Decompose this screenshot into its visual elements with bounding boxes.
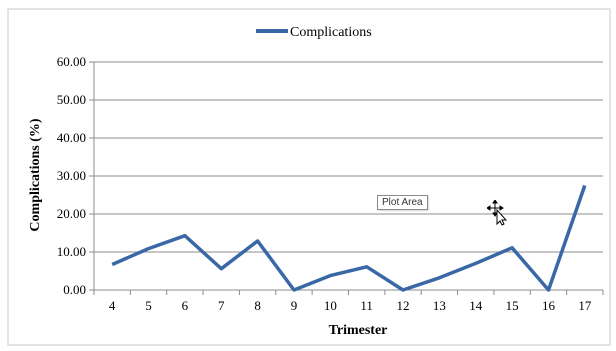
x-tick-label: 10	[324, 298, 337, 313]
y-axis-ticks: 0.00 10.00 20.00 30.00 40.00 50.00 60.00	[57, 54, 94, 297]
y-tick-label: 60.00	[57, 54, 86, 69]
plot-area-tooltip: Plot Area	[377, 195, 428, 210]
y-tick-label: 30.00	[57, 168, 86, 183]
x-tick-label: 12	[397, 298, 410, 313]
y-axis-title: Complications (%)	[28, 118, 43, 232]
move-cursor-icon	[487, 200, 508, 226]
x-tick-label: 11	[360, 298, 373, 313]
legend: Complications	[256, 25, 372, 40]
series-layer	[111, 184, 587, 292]
x-axis-title: Trimester	[329, 323, 388, 338]
x-tick-label: 15	[506, 298, 519, 313]
legend-entry: Complications	[290, 25, 372, 40]
x-tick-label: 16	[542, 298, 556, 313]
chart-area	[7, 8, 611, 346]
y-tick-label: 20.00	[57, 206, 86, 221]
x-axis-ticks: 4 5 6 7 8 9 10 11 12 13 14 15 16 17	[93, 290, 604, 313]
series-line-complications[interactable]	[111, 184, 587, 292]
y-tick-label: 40.00	[57, 130, 86, 145]
x-tick-label: 14	[469, 298, 483, 313]
x-tick-label: 17	[578, 298, 592, 313]
x-tick-label: 6	[182, 298, 189, 313]
x-tick-label: 8	[254, 298, 261, 313]
x-tick-label: 9	[291, 298, 298, 313]
y-tick-label: 10.00	[57, 244, 86, 259]
y-tick-label: 50.00	[57, 92, 86, 107]
y-tick-label: 0.00	[63, 282, 86, 297]
x-tick-label: 7	[218, 298, 225, 313]
gridlines	[94, 61, 603, 253]
x-tick-label: 5	[145, 298, 152, 313]
x-tick-label: 4	[109, 298, 116, 313]
x-tick-label: 13	[433, 298, 446, 313]
